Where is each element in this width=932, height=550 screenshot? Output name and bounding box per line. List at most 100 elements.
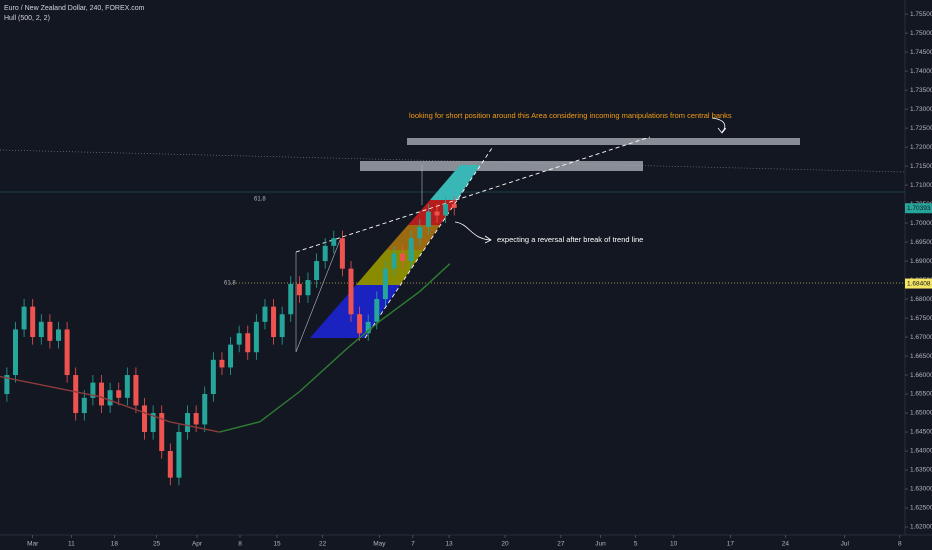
candle-body	[314, 261, 320, 281]
chart-title: Euro / New Zealand Dollar, 240, FOREX.co…	[4, 5, 145, 12]
candle-body	[12, 329, 18, 376]
fib-label: 61.8	[224, 281, 236, 287]
candle-body	[176, 432, 182, 478]
candle-body	[417, 226, 423, 239]
y-tick-label: 1.68000	[910, 296, 932, 303]
candle-body	[4, 375, 10, 395]
candle-body	[107, 390, 113, 406]
candle-body	[142, 405, 148, 433]
x-tick-label: 10	[670, 541, 678, 548]
y-tick-label: 1.65000	[910, 410, 932, 417]
fib-band	[430, 165, 480, 200]
y-tick-label: 1.71000	[910, 182, 932, 189]
x-tick-label: 18	[111, 541, 119, 548]
y-tick-label: 1.73500	[910, 87, 932, 94]
y-tick-label: 1.64000	[910, 448, 932, 455]
candle-body	[133, 375, 139, 406]
y-tick-label: 1.67000	[910, 334, 932, 341]
x-tick-label: May	[373, 541, 386, 548]
candle-body	[279, 314, 285, 338]
arrow	[454, 221, 492, 244]
candle-body	[185, 413, 191, 433]
y-tick-label: 1.72500	[910, 125, 932, 132]
fib-band	[310, 285, 400, 338]
fib-band	[356, 250, 424, 285]
candle-body	[64, 329, 70, 376]
y-tick-label: 1.73000	[910, 106, 932, 113]
candle-body	[271, 306, 277, 338]
hull-segment	[99, 396, 170, 423]
hull-segment	[219, 421, 260, 433]
price-tag-label: 1.68408	[907, 280, 931, 287]
y-tick-label: 1.63500	[910, 467, 932, 474]
hull-segment	[259, 391, 300, 423]
arrow	[711, 117, 727, 134]
x-tick-label: 17	[727, 541, 735, 548]
candle-body	[202, 394, 208, 425]
candle-body	[219, 359, 225, 368]
x-tick-label: 25	[153, 541, 161, 548]
y-tick-label: 1.74000	[910, 68, 932, 75]
candle-body	[210, 359, 216, 395]
candle-body	[348, 268, 354, 315]
x-tick-label: 15	[273, 541, 281, 548]
price-tag-label: 1.70393	[907, 205, 931, 212]
candle-body	[159, 413, 165, 452]
candle-body	[434, 211, 440, 216]
candle-body	[30, 306, 36, 338]
indicator-legend: Hull (500, 2, 2)	[4, 15, 50, 22]
candle-body	[357, 314, 363, 334]
candle-body	[425, 211, 431, 227]
x-tick-label: 13	[445, 541, 453, 548]
dotted-line	[0, 149, 906, 173]
y-tick-label: 1.69000	[910, 258, 932, 265]
candle-body	[228, 344, 234, 368]
candle-body	[322, 245, 328, 262]
candle-body	[408, 238, 414, 262]
zone	[407, 138, 800, 145]
x-tick-label: 27	[557, 541, 565, 548]
candle-body	[193, 413, 199, 425]
price-tag	[905, 278, 932, 289]
annotation: looking for short position around this A…	[409, 111, 732, 120]
x-tick-label: 8	[898, 541, 902, 548]
y-tick-label: 1.75500	[910, 11, 932, 18]
candle-body	[81, 397, 87, 414]
x-tick-label: 22	[319, 541, 327, 548]
candle-body	[262, 306, 268, 322]
candle-body	[391, 253, 397, 269]
x-tick-label: 11	[68, 541, 75, 548]
hull-segment	[0, 375, 100, 398]
candle-body	[55, 329, 61, 341]
y-tick-label: 1.66500	[910, 353, 932, 360]
hull-segment	[169, 421, 220, 433]
candle-body	[116, 390, 122, 398]
x-tick-label: 5	[634, 541, 638, 548]
candle-body	[451, 204, 457, 208]
candle-body	[400, 253, 406, 262]
candle-body	[296, 283, 302, 296]
candle-body	[99, 382, 105, 406]
candle-body	[253, 321, 259, 353]
candle-body	[236, 333, 242, 345]
y-tick-label: 1.65500	[910, 391, 932, 398]
hull-segment	[378, 290, 421, 323]
candle-body	[443, 204, 449, 216]
y-tick-label: 1.70000	[910, 220, 932, 227]
candle-body	[150, 413, 156, 433]
candle-body	[382, 268, 388, 300]
candle-body	[38, 321, 44, 338]
candle-body	[245, 333, 251, 353]
candle-body	[21, 306, 27, 330]
candle-body	[288, 283, 294, 315]
y-tick-label: 1.75000	[910, 30, 932, 37]
x-tick-label: 20	[501, 541, 509, 548]
y-tick-label: 1.67500	[910, 315, 932, 322]
annotation: expecting a reversal after break of tren…	[497, 235, 643, 244]
y-tick-label: 1.66000	[910, 372, 932, 379]
y-tick-label: 1.62500	[910, 505, 932, 512]
candle-body	[47, 321, 53, 341]
candle-body	[124, 375, 130, 398]
x-tick-label: 8	[238, 541, 242, 548]
